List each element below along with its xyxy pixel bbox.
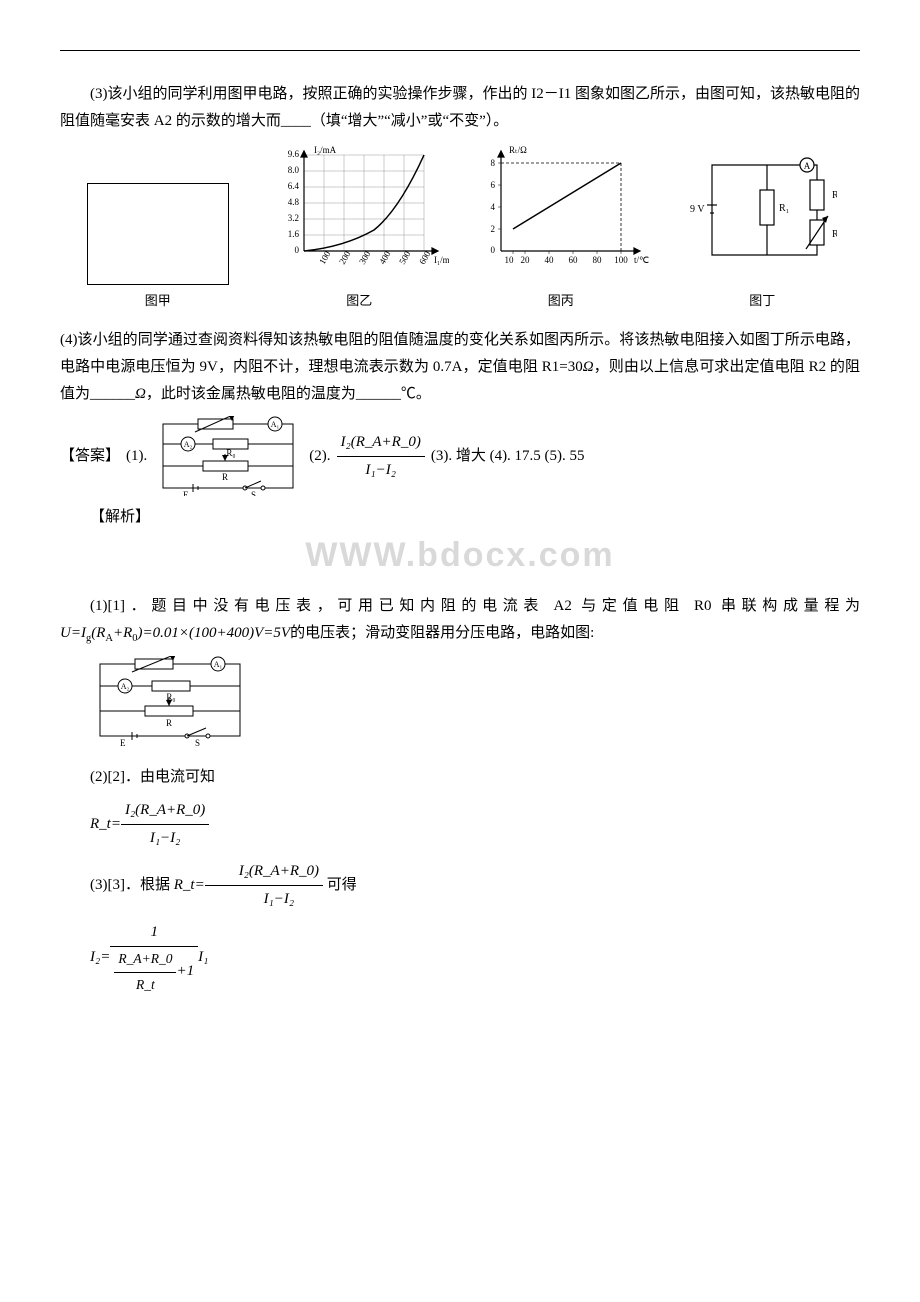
explain-circuit: Rₜ A₁ A₂ R₀ R E S [90,656,860,756]
svg-text:R: R [222,472,228,482]
expl3b: 可得 [327,877,357,893]
caption-a: 图甲 [60,289,256,312]
svg-text:A₂: A₂ [121,682,130,691]
figure-row: 图甲 0 1.6 3.2 [60,145,860,312]
svg-text:60: 60 [568,255,578,265]
answer-2-frac: I₂(R_A+R_0) I₁−I₂ [337,429,425,484]
formula-rt-1: R_t= I₂(R_A+R_0) I₁−I₂ [90,797,860,852]
explain-circuit-svg: Rₜ A₁ A₂ R₀ R E S [90,656,250,746]
svg-text:4.8: 4.8 [288,197,300,207]
answer-1-label: (1). [126,443,147,470]
svg-text:0: 0 [295,245,300,255]
svg-text:4: 4 [490,202,495,212]
chart-c-svg: 0 2 4 6 8 10 20 40 60 80 100 Rₜ/Ω t/℃ [471,145,651,275]
figure-b: 0 1.6 3.2 4.8 6.4 8.0 9.6 I₂/mA I₁/mA 10… [262,145,458,312]
rt-eq-2: R_t= [174,877,205,893]
svg-text:2: 2 [490,224,495,234]
figure-c: 0 2 4 6 8 10 20 40 60 80 100 Rₜ/Ω t/℃ 图丙 [463,145,659,312]
question-4: (4)该小组的同学通过查阅资料得知该热敏电阻的阻值随温度的变化关系如图丙所示。将… [60,327,860,408]
question-3: (3)该小组的同学利用图甲电路，按照正确的实验操作步骤，作出的 I2－I1 图象… [60,81,860,135]
answer-345: (3). 增大 (4). 17.5 (5). 55 [431,443,585,470]
expl1a: (1)[1]．题目中没有电压表，可用已知内阻的电流表 A2 与定值电阻 R0 串… [90,598,860,614]
svg-text:Rₜ/Ω: Rₜ/Ω [509,145,527,155]
svg-text:A₁: A₁ [214,660,223,669]
svg-text:E: E [183,490,189,496]
top-rule [60,50,860,51]
circuit-d-svg: A R₂ Rₜ R₁ 9 V [687,145,837,275]
svg-text:9.6: 9.6 [288,149,300,159]
svg-text:R₁: R₁ [779,203,789,214]
svg-text:8: 8 [490,158,495,168]
svg-text:0: 0 [490,245,495,255]
watermark: WWW.bdocx.com [60,525,860,586]
svg-text:I₁/mA: I₁/mA [434,255,449,265]
i1-tail: I₁ [198,950,208,966]
chart-b-svg: 0 1.6 3.2 4.8 6.4 8.0 9.6 I₂/mA I₁/mA 10… [269,145,449,275]
svg-text:R₂: R₂ [832,190,837,201]
svg-text:6.4: 6.4 [288,181,300,191]
expl1b: 的电压表；滑动变阻器用分压电路，电路如图: [290,625,594,641]
svg-text:E: E [120,738,126,746]
i2-frac: 1 R_A+R_0 R_t +1 [110,919,198,997]
svg-text:80: 80 [592,255,602,265]
rt-eq-1: R_t= [90,816,121,832]
rt-frac-2: I₂(R_A+R_0) I₁−I₂ [205,858,323,913]
figure-a-box [87,183,229,285]
caption-c: 图丙 [463,289,659,312]
answer-label: 【答案】 [60,443,120,470]
svg-text:R₀: R₀ [227,448,236,458]
frac-den: I₁−I₂ [365,462,396,478]
figure-a: 图甲 [60,183,256,312]
svg-text:R: R [166,718,172,728]
caption-d: 图丁 [665,289,861,312]
svg-text:20: 20 [520,255,530,265]
answer-2-label: (2). [309,443,330,470]
svg-text:Rₜ: Rₜ [150,656,159,658]
rt-frac-1: I₂(R_A+R_0) I₁−I₂ [121,797,209,852]
explain-3: (3)[3]．根据 R_t= I₂(R_A+R_0) I₁−I₂ 可得 [60,858,860,913]
svg-text:t/℃: t/℃ [634,255,649,265]
svg-text:A₂: A₂ [184,440,193,449]
formula-U: U=Ig(RA+R0)=0.01×(100+400)V=5V [60,625,290,641]
svg-text:A₁: A₁ [271,420,280,429]
svg-text:8.0: 8.0 [288,165,300,175]
svg-text:6: 6 [490,180,495,190]
explain-2: (2)[2]．由电流可知 [60,764,860,791]
answer-circuit-1: Rₜ A₁ A₂ R₀ R E S [153,416,303,496]
answer-row: 【答案】 (1). Rₜ A₁ A₂ R₀ R [60,416,860,496]
svg-text:S: S [195,738,200,746]
formula-i2: I₂= 1 R_A+R_0 R_t +1 I₁ [90,919,860,997]
svg-text:9 V: 9 V [690,204,705,215]
svg-text:S: S [251,490,256,496]
svg-text:3.2: 3.2 [288,213,299,223]
frac-num: I₂(R_A+R_0) [341,434,421,450]
expl3a: (3)[3]．根据 [90,877,170,893]
omega-2: Ω [135,386,146,402]
figure-d: A R₂ Rₜ R₁ 9 V [665,145,861,312]
svg-text:Rₜ: Rₜ [832,229,837,240]
q4-text-c: ，此时该金属热敏电阻的温度为______℃。 [146,386,431,402]
i2-eq: I₂= [90,950,110,966]
svg-text:1.6: 1.6 [288,229,300,239]
svg-text:10: 10 [504,255,514,265]
svg-text:100: 100 [614,255,628,265]
explain-1: (1)[1]．题目中没有电压表，可用已知内阻的电流表 A2 与定值电阻 R0 串… [60,593,860,649]
svg-text:40: 40 [544,255,554,265]
svg-text:I₂/mA: I₂/mA [314,145,337,155]
caption-b: 图乙 [262,289,458,312]
svg-text:Rₜ: Rₜ [211,416,220,418]
svg-text:A: A [804,161,811,171]
omega-1: Ω [583,359,594,375]
